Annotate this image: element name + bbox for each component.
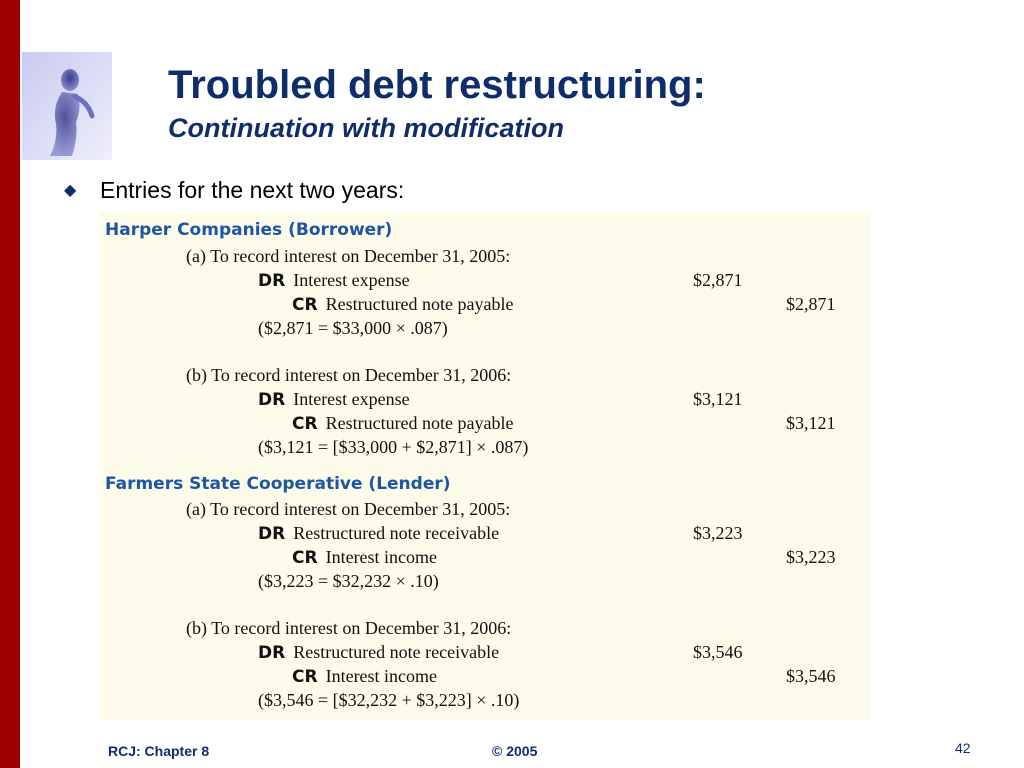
debit-amount: $3,546: [693, 642, 743, 662]
debit-account: Interest expense: [293, 270, 410, 290]
footer-copyright: © 2005: [492, 743, 538, 759]
debit-line: DR Interest expense: [258, 270, 410, 291]
credit-amount: $2,871: [786, 294, 836, 314]
calculation-note: ($3,121 = [$33,000 + $2,871] × .087): [258, 437, 529, 457]
footer-chapter: RCJ: Chapter 8: [108, 743, 210, 759]
cr-label: CR: [292, 548, 318, 568]
cr-label: CR: [292, 414, 318, 434]
calculation-note: ($2,871 = $33,000 × .087): [258, 318, 448, 338]
credit-amount: $3,546: [786, 666, 836, 686]
slide-title: Troubled debt restructuring:: [168, 63, 706, 107]
figure-silhouette-icon: [22, 52, 112, 160]
credit-account: Interest income: [325, 547, 438, 567]
credit-amount: $3,223: [786, 547, 836, 567]
debit-line: DR Interest expense: [258, 389, 410, 410]
credit-line: CR Interest income: [292, 666, 437, 687]
bullet-text: Entries for the next two years:: [100, 177, 405, 203]
credit-line: CR Restructured note payable: [292, 413, 514, 434]
journal-entries-panel: Harper Companies (Borrower) (a) To recor…: [100, 212, 870, 720]
entry-heading: (b) To record interest on December 31, 2…: [186, 618, 512, 638]
page-number: 42: [955, 740, 971, 756]
accent-bar: [0, 0, 20, 768]
dr-label: DR: [258, 643, 286, 663]
slide-subtitle: Continuation with modification: [168, 113, 564, 143]
credit-account: Restructured note payable: [325, 294, 514, 314]
dr-label: DR: [258, 271, 286, 291]
entry-heading: (a) To record interest on December 31, 2…: [186, 246, 511, 266]
debit-amount: $3,223: [693, 523, 743, 543]
entry-heading: (a) To record interest on December 31, 2…: [186, 499, 511, 519]
debit-amount: $2,871: [693, 270, 743, 290]
cr-label: CR: [292, 295, 318, 315]
section-title-lender: Farmers State Cooperative (Lender): [105, 474, 451, 494]
cr-label: CR: [292, 667, 318, 687]
debit-account: Restructured note receivable: [293, 642, 500, 662]
credit-line: CR Interest income: [292, 547, 437, 568]
debit-account: Restructured note receivable: [293, 523, 500, 543]
debit-amount: $3,121: [693, 389, 743, 409]
diamond-bullet-icon: ◆: [64, 182, 77, 199]
debit-line: DR Restructured note receivable: [258, 523, 499, 544]
credit-line: CR Restructured note payable: [292, 294, 514, 315]
dr-label: DR: [258, 524, 286, 544]
debit-account: Interest expense: [293, 389, 410, 409]
credit-account: Interest income: [325, 666, 438, 686]
credit-account: Restructured note payable: [325, 413, 514, 433]
section-title-borrower: Harper Companies (Borrower): [105, 220, 393, 240]
calculation-note: ($3,546 = [$32,232 + $3,223] × .10): [258, 690, 520, 710]
credit-amount: $3,121: [786, 413, 836, 433]
entry-heading: (b) To record interest on December 31, 2…: [186, 365, 512, 385]
dr-label: DR: [258, 390, 286, 410]
debit-line: DR Restructured note receivable: [258, 642, 499, 663]
calculation-note: ($3,223 = $32,232 × .10): [258, 571, 439, 591]
